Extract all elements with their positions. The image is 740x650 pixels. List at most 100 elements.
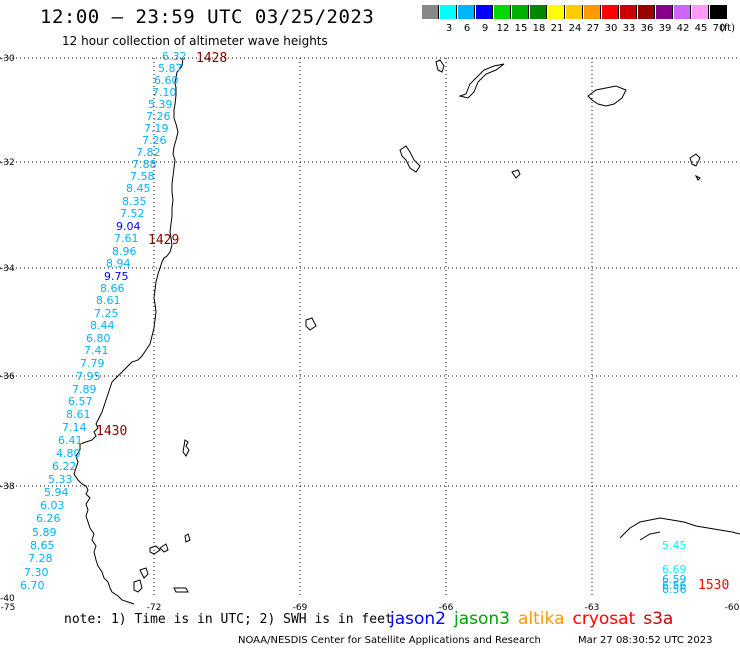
- wave-height-label: 6.41: [58, 434, 83, 447]
- wave-height-label: 6.70: [20, 579, 45, 592]
- wave-height-label: 8.66: [100, 282, 125, 295]
- axis-labels: -30 -32 -34 -36 -38 -40-75 -72 -69 -66 -63 -60: [0, 54, 740, 613]
- island-small-3: [133, 567, 149, 593]
- legend-item-jason3: jason3: [454, 609, 510, 629]
- island-top-1: [435, 59, 445, 73]
- scale-swatch: [458, 5, 475, 19]
- wave-height-label: 6.32: [162, 50, 187, 63]
- scale-swatch: [674, 5, 691, 19]
- wave-height-label: 5.87: [158, 62, 183, 75]
- wave-height-label: 8.61: [66, 408, 91, 421]
- island-chiloe-area: [182, 439, 190, 457]
- scale-label: 30: [604, 23, 618, 34]
- scale-swatch: [512, 5, 529, 19]
- scale-label: 36: [640, 23, 654, 34]
- lat-label: -30: [0, 54, 15, 64]
- scale-swatch: [620, 5, 637, 19]
- scale-swatch: [548, 5, 565, 19]
- wave-height-label: 8.35: [122, 195, 147, 208]
- page-subtitle: 12 hour collection of altimeter wave hei…: [62, 34, 328, 48]
- coastline-argentina-2: [639, 531, 661, 541]
- wave-height-label: 8.94: [106, 257, 131, 270]
- wave-height-label: 7.82: [136, 146, 161, 159]
- wave-height-label: 5.89: [32, 526, 57, 539]
- scale-swatch: [602, 5, 619, 19]
- lon-label: -75: [1, 603, 16, 613]
- scale-swatch: [692, 5, 709, 19]
- scale-label: 42: [676, 23, 690, 34]
- wave-height-label: 8.44: [90, 319, 115, 332]
- wave-height-label: 5.33: [48, 473, 73, 486]
- legend-item-jason2: jason2: [390, 609, 446, 629]
- time-label: 1530: [698, 578, 729, 593]
- wave-height-label: 6.57: [68, 395, 93, 408]
- scale-swatch: [422, 5, 439, 19]
- wave-height-label: 7.10: [152, 86, 177, 99]
- scale-swatch: [494, 5, 511, 19]
- wave-height-label: 8.96: [112, 245, 137, 258]
- page-title: 12:00 – 23:59 UTC 03/25/2023: [40, 6, 375, 28]
- lon-label: -72: [147, 603, 162, 613]
- scale-swatch: [710, 5, 727, 19]
- wave-height-label: 6.26: [36, 512, 61, 525]
- time-labels: 1428 1429 1430 1530: [96, 51, 729, 593]
- wave-height-label: 6.22: [52, 460, 77, 473]
- island-mid-3: [689, 153, 701, 181]
- lat-label: -40: [0, 594, 15, 604]
- lon-label: -66: [439, 603, 454, 613]
- scale-label: 12: [496, 23, 510, 34]
- wave-height-label: 7.52: [120, 207, 145, 220]
- lon-label: -63: [585, 603, 600, 613]
- wave-height-label: 7.26: [142, 134, 167, 147]
- wave-height-label: 5.39: [148, 98, 173, 111]
- scale-label: 24: [568, 23, 582, 34]
- wave-height-label: 7.61: [114, 232, 139, 245]
- wave-height-label: 7.89: [72, 383, 97, 396]
- island-top-3: [587, 85, 627, 107]
- wave-height-label: 5.94: [44, 486, 69, 499]
- lat-label: -34: [0, 264, 15, 274]
- time-label: 1429: [148, 233, 179, 248]
- wave-labels: 6.325.876.607.105.397.267.197.267.827.88…: [20, 50, 687, 596]
- scale-label: 18: [532, 23, 546, 34]
- scale-swatch: [440, 5, 457, 19]
- scale-label: 39: [658, 23, 672, 34]
- wave-height-label: 6.59: [662, 573, 687, 586]
- wave-height-label: 8.61: [96, 294, 121, 307]
- scale-unit: (ft): [720, 23, 736, 34]
- scale-label: 15: [514, 23, 528, 34]
- coastline-chile: [73, 57, 184, 605]
- time-label: 1428: [196, 51, 227, 66]
- lat-label: -38: [0, 482, 15, 492]
- satellite-legend: jason2 jason3 altika cryosat s3a: [390, 609, 681, 629]
- wave-height-label: 8.65: [30, 539, 55, 552]
- scale-swatch: [584, 5, 601, 19]
- legend-item-s3a: s3a: [643, 609, 674, 629]
- wave-height-label: 6.56: [662, 583, 687, 596]
- scale-swatch: [530, 5, 547, 19]
- scale-label: 9: [481, 23, 489, 34]
- footer-note: note: 1) Time is in UTC; 2) SWH is in fe…: [64, 612, 393, 627]
- island-top-2: [458, 63, 505, 99]
- wave-height-label: 7.79: [80, 357, 105, 370]
- wave-height-label: 7.19: [144, 122, 169, 135]
- lat-label: -36: [0, 372, 15, 382]
- scale-label: 27: [586, 23, 600, 34]
- lon-label: -69: [293, 603, 308, 613]
- map-grid: [0, 57, 740, 598]
- island-mid-2: [511, 169, 521, 179]
- scale-label: 33: [622, 23, 636, 34]
- island-small-2: [184, 533, 191, 543]
- wave-height-label: 7.30: [24, 566, 49, 579]
- island-small-4: [173, 587, 189, 593]
- scale-label: 21: [550, 23, 564, 34]
- wave-height-label: 7.88: [132, 158, 157, 171]
- wave-height-label: 7.95: [76, 370, 101, 383]
- scale-label: 70: [712, 23, 726, 34]
- wave-height-label: 7.58: [130, 170, 155, 183]
- wave-height-label: 4.80: [56, 447, 81, 460]
- wave-height-label: 9.75: [104, 270, 129, 283]
- footer-timestamp: Mar 27 08:30:52 UTC 2023: [578, 635, 713, 646]
- island-mid-1: [399, 145, 421, 173]
